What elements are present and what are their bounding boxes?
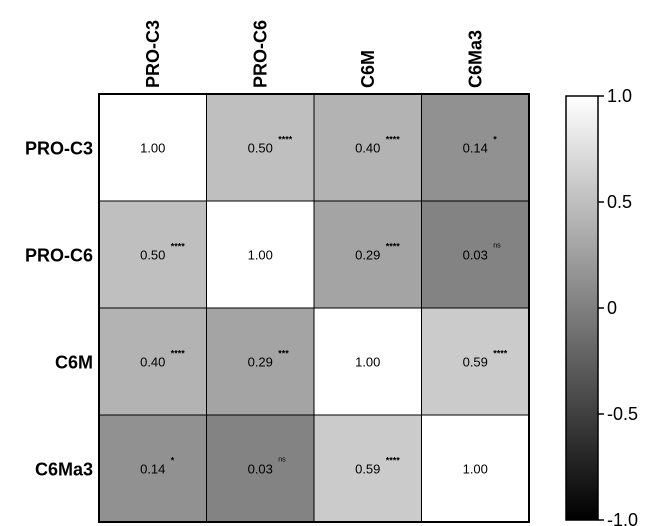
cell-PRO-C6-PRO-C6 [206, 200, 315, 309]
significance-label: **** [171, 349, 186, 359]
cell-value-label: 1.00 [463, 462, 488, 477]
significance-label: **** [171, 242, 186, 252]
cell-value-label: 0.40 [140, 355, 165, 370]
cell-value-label: 0.50 [248, 141, 273, 156]
cell-C6M-C6Ma3 [421, 307, 530, 416]
significance-label: **** [386, 242, 401, 252]
row-label: PRO-C6 [25, 246, 93, 266]
column-labels: PRO-C3 PRO-C6 C6M C6Ma3 [143, 20, 486, 88]
cell-value-label: 0.59 [463, 355, 488, 370]
cell-PRO-C6-C6Ma3 [421, 200, 530, 309]
colorbar-tick-label: -1.0 [607, 510, 638, 526]
cell-value-label: 0.14 [463, 141, 488, 156]
cell-value-label: 0.40 [355, 141, 380, 156]
cell-value-label: 0.59 [355, 462, 380, 477]
cell-value-label: 0.14 [140, 462, 165, 477]
cell-PRO-C6-PRO-C3 [98, 200, 207, 309]
significance-label: **** [493, 349, 508, 359]
column-label: PRO-C3 [143, 20, 163, 88]
colorbar-gradient [565, 95, 599, 521]
cell-C6Ma3-PRO-C6 [206, 414, 315, 523]
cell-C6Ma3-PRO-C3 [98, 414, 207, 523]
colorbar-tick-label: 1.0 [607, 86, 632, 106]
colorbar: 1.0 0.5 0 -0.5 -1.0 [565, 86, 638, 526]
cell-value-label: 0.50 [140, 248, 165, 263]
colorbar-tick-label: 0.5 [607, 192, 632, 212]
significance-label: **** [386, 135, 401, 145]
cell-C6Ma3-C6M [313, 414, 422, 523]
cell-value-label: 0.03 [248, 462, 273, 477]
heatmap-cells: 1.00 0.50****0.40****0.14*0.50****1.00 0.2… [98, 93, 530, 523]
column-label: C6M [358, 50, 378, 88]
row-label: PRO-C3 [25, 139, 93, 159]
significance-label: *** [278, 349, 289, 359]
cell-value-label: 1.00 [355, 355, 380, 370]
colorbar-tick-label: -0.5 [607, 404, 638, 424]
significance-label: **** [278, 135, 293, 145]
cell-value-label: 0.29 [248, 355, 273, 370]
cell-C6M-PRO-C6 [206, 307, 315, 416]
column-label: PRO-C6 [250, 20, 270, 88]
colorbar-tick-label: 0 [607, 298, 617, 318]
significance-label: * [171, 456, 175, 466]
cell-value-label: 0.03 [463, 248, 488, 263]
cell-PRO-C3-PRO-C6 [206, 93, 315, 202]
row-label: C6M [55, 353, 93, 373]
heatmap-border [98, 93, 530, 523]
cell-value-label: 1.00 [248, 248, 273, 263]
cell-value-label: 1.00 [140, 141, 165, 156]
cell-C6Ma3-C6Ma3 [421, 414, 530, 523]
column-label: C6Ma3 [465, 30, 485, 88]
significance-label: ns [493, 243, 501, 250]
cell-PRO-C3-PRO-C3 [98, 93, 207, 202]
row-label: C6Ma3 [35, 460, 93, 480]
cell-value-label: 0.29 [355, 248, 380, 263]
significance-label: ns [278, 457, 286, 464]
cell-PRO-C3-C6Ma3 [421, 93, 530, 202]
significance-label: * [493, 135, 497, 145]
row-labels: PRO-C3 PRO-C6 C6M C6Ma3 [25, 139, 93, 480]
significance-label: **** [386, 456, 401, 466]
